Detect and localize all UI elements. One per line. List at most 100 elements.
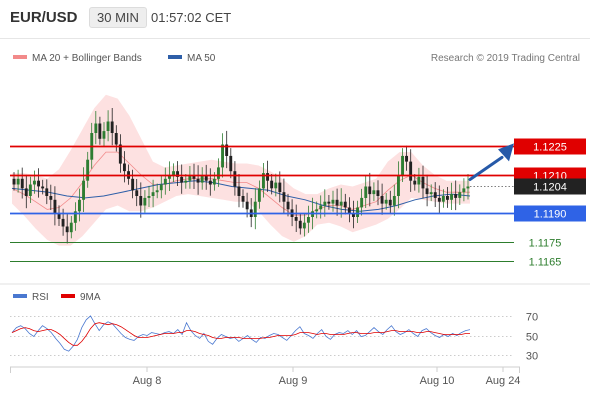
candle-body bbox=[302, 222, 306, 229]
candle bbox=[343, 193, 347, 215]
candle-body bbox=[217, 167, 220, 179]
chart-header: EUR/USD 30 MIN 01:57:02 CET bbox=[0, 0, 590, 39]
candle-body bbox=[315, 209, 319, 212]
candle-body bbox=[61, 218, 65, 227]
candle-body bbox=[20, 178, 24, 189]
candle-body bbox=[204, 175, 208, 181]
candle-body bbox=[143, 197, 147, 206]
candle bbox=[143, 190, 147, 213]
rsi-ma-line bbox=[11, 322, 470, 346]
candle-body bbox=[319, 205, 323, 210]
target-1-label: 1.1175 bbox=[529, 238, 562, 250]
candle bbox=[429, 184, 433, 202]
candle bbox=[78, 188, 81, 222]
rsi-tick-50: 50 bbox=[526, 332, 538, 344]
rsi-swatch bbox=[13, 294, 27, 298]
candle-body bbox=[282, 192, 286, 202]
candle-body bbox=[360, 197, 364, 208]
candle bbox=[159, 175, 163, 199]
candle bbox=[282, 178, 286, 214]
candle-body bbox=[184, 180, 188, 183]
candle-body bbox=[33, 180, 36, 185]
candle bbox=[172, 163, 175, 182]
candle bbox=[421, 165, 425, 199]
time-tick-label: Aug 24 bbox=[486, 375, 521, 387]
candle bbox=[319, 195, 323, 219]
candle-body bbox=[364, 186, 368, 198]
candle bbox=[466, 174, 470, 200]
candle-body bbox=[147, 196, 151, 198]
candle-body bbox=[118, 144, 122, 164]
candle-body bbox=[352, 213, 355, 217]
candle bbox=[409, 149, 413, 192]
candle-body bbox=[37, 180, 40, 187]
candle-body bbox=[172, 171, 175, 175]
candle bbox=[180, 164, 184, 194]
candle bbox=[356, 200, 359, 223]
candle bbox=[16, 169, 20, 193]
bollinger-bands bbox=[12, 94, 470, 246]
candle-body bbox=[45, 188, 49, 196]
candle bbox=[176, 161, 179, 186]
candle bbox=[257, 180, 261, 209]
candle bbox=[298, 214, 302, 235]
candle-body bbox=[446, 196, 449, 200]
candle bbox=[65, 214, 69, 244]
candle bbox=[200, 167, 204, 190]
candle bbox=[73, 202, 77, 231]
candle-body bbox=[323, 201, 327, 206]
target-2-label: 1.1165 bbox=[529, 257, 562, 269]
candle-body bbox=[458, 192, 462, 198]
candle-body bbox=[180, 176, 184, 183]
candle bbox=[335, 188, 339, 216]
interval-selector[interactable]: 30 MIN bbox=[89, 7, 147, 28]
candle-body bbox=[49, 196, 53, 200]
rsi-tick-70: 70 bbox=[526, 312, 538, 324]
candle bbox=[302, 213, 306, 237]
candle bbox=[347, 197, 351, 223]
last-price-tag bbox=[514, 178, 586, 195]
candle-body bbox=[233, 171, 237, 187]
candle-body bbox=[429, 192, 433, 195]
candle-body bbox=[266, 173, 269, 181]
candle-body bbox=[159, 184, 163, 191]
candle-body bbox=[208, 180, 212, 185]
candle bbox=[262, 163, 265, 198]
candle-body bbox=[466, 186, 470, 189]
candle-body bbox=[343, 201, 347, 208]
candle-body bbox=[433, 192, 437, 198]
last-price-label: 1.1204 bbox=[533, 182, 567, 194]
candle bbox=[49, 184, 53, 210]
candle-body bbox=[24, 188, 28, 196]
candle-body bbox=[168, 175, 171, 179]
candle-body bbox=[192, 175, 196, 179]
candle bbox=[98, 116, 102, 145]
candle-body bbox=[151, 192, 155, 196]
candle bbox=[155, 183, 159, 199]
candle bbox=[441, 189, 445, 208]
rsi-tick-30: 30 bbox=[526, 351, 538, 363]
forecast-arrow-head bbox=[498, 143, 514, 162]
candle-body bbox=[86, 159, 90, 181]
candle-body bbox=[57, 213, 61, 219]
candle bbox=[274, 173, 278, 197]
candle bbox=[392, 184, 396, 216]
candle bbox=[106, 110, 110, 142]
candle-body bbox=[237, 186, 241, 196]
candle bbox=[118, 134, 122, 173]
candle bbox=[41, 179, 45, 195]
candle-body bbox=[188, 175, 192, 181]
candle-body bbox=[94, 123, 98, 133]
candle bbox=[405, 145, 408, 171]
candle-body bbox=[12, 178, 16, 185]
candle-body bbox=[347, 207, 351, 214]
candle-body bbox=[155, 190, 159, 193]
candle bbox=[110, 108, 114, 146]
candle bbox=[307, 205, 310, 233]
support-1-label: 1.1190 bbox=[534, 209, 567, 221]
candle-body bbox=[372, 190, 376, 195]
candle bbox=[376, 180, 380, 206]
candle-body bbox=[421, 176, 425, 189]
candle bbox=[188, 166, 192, 189]
candle bbox=[237, 174, 241, 208]
